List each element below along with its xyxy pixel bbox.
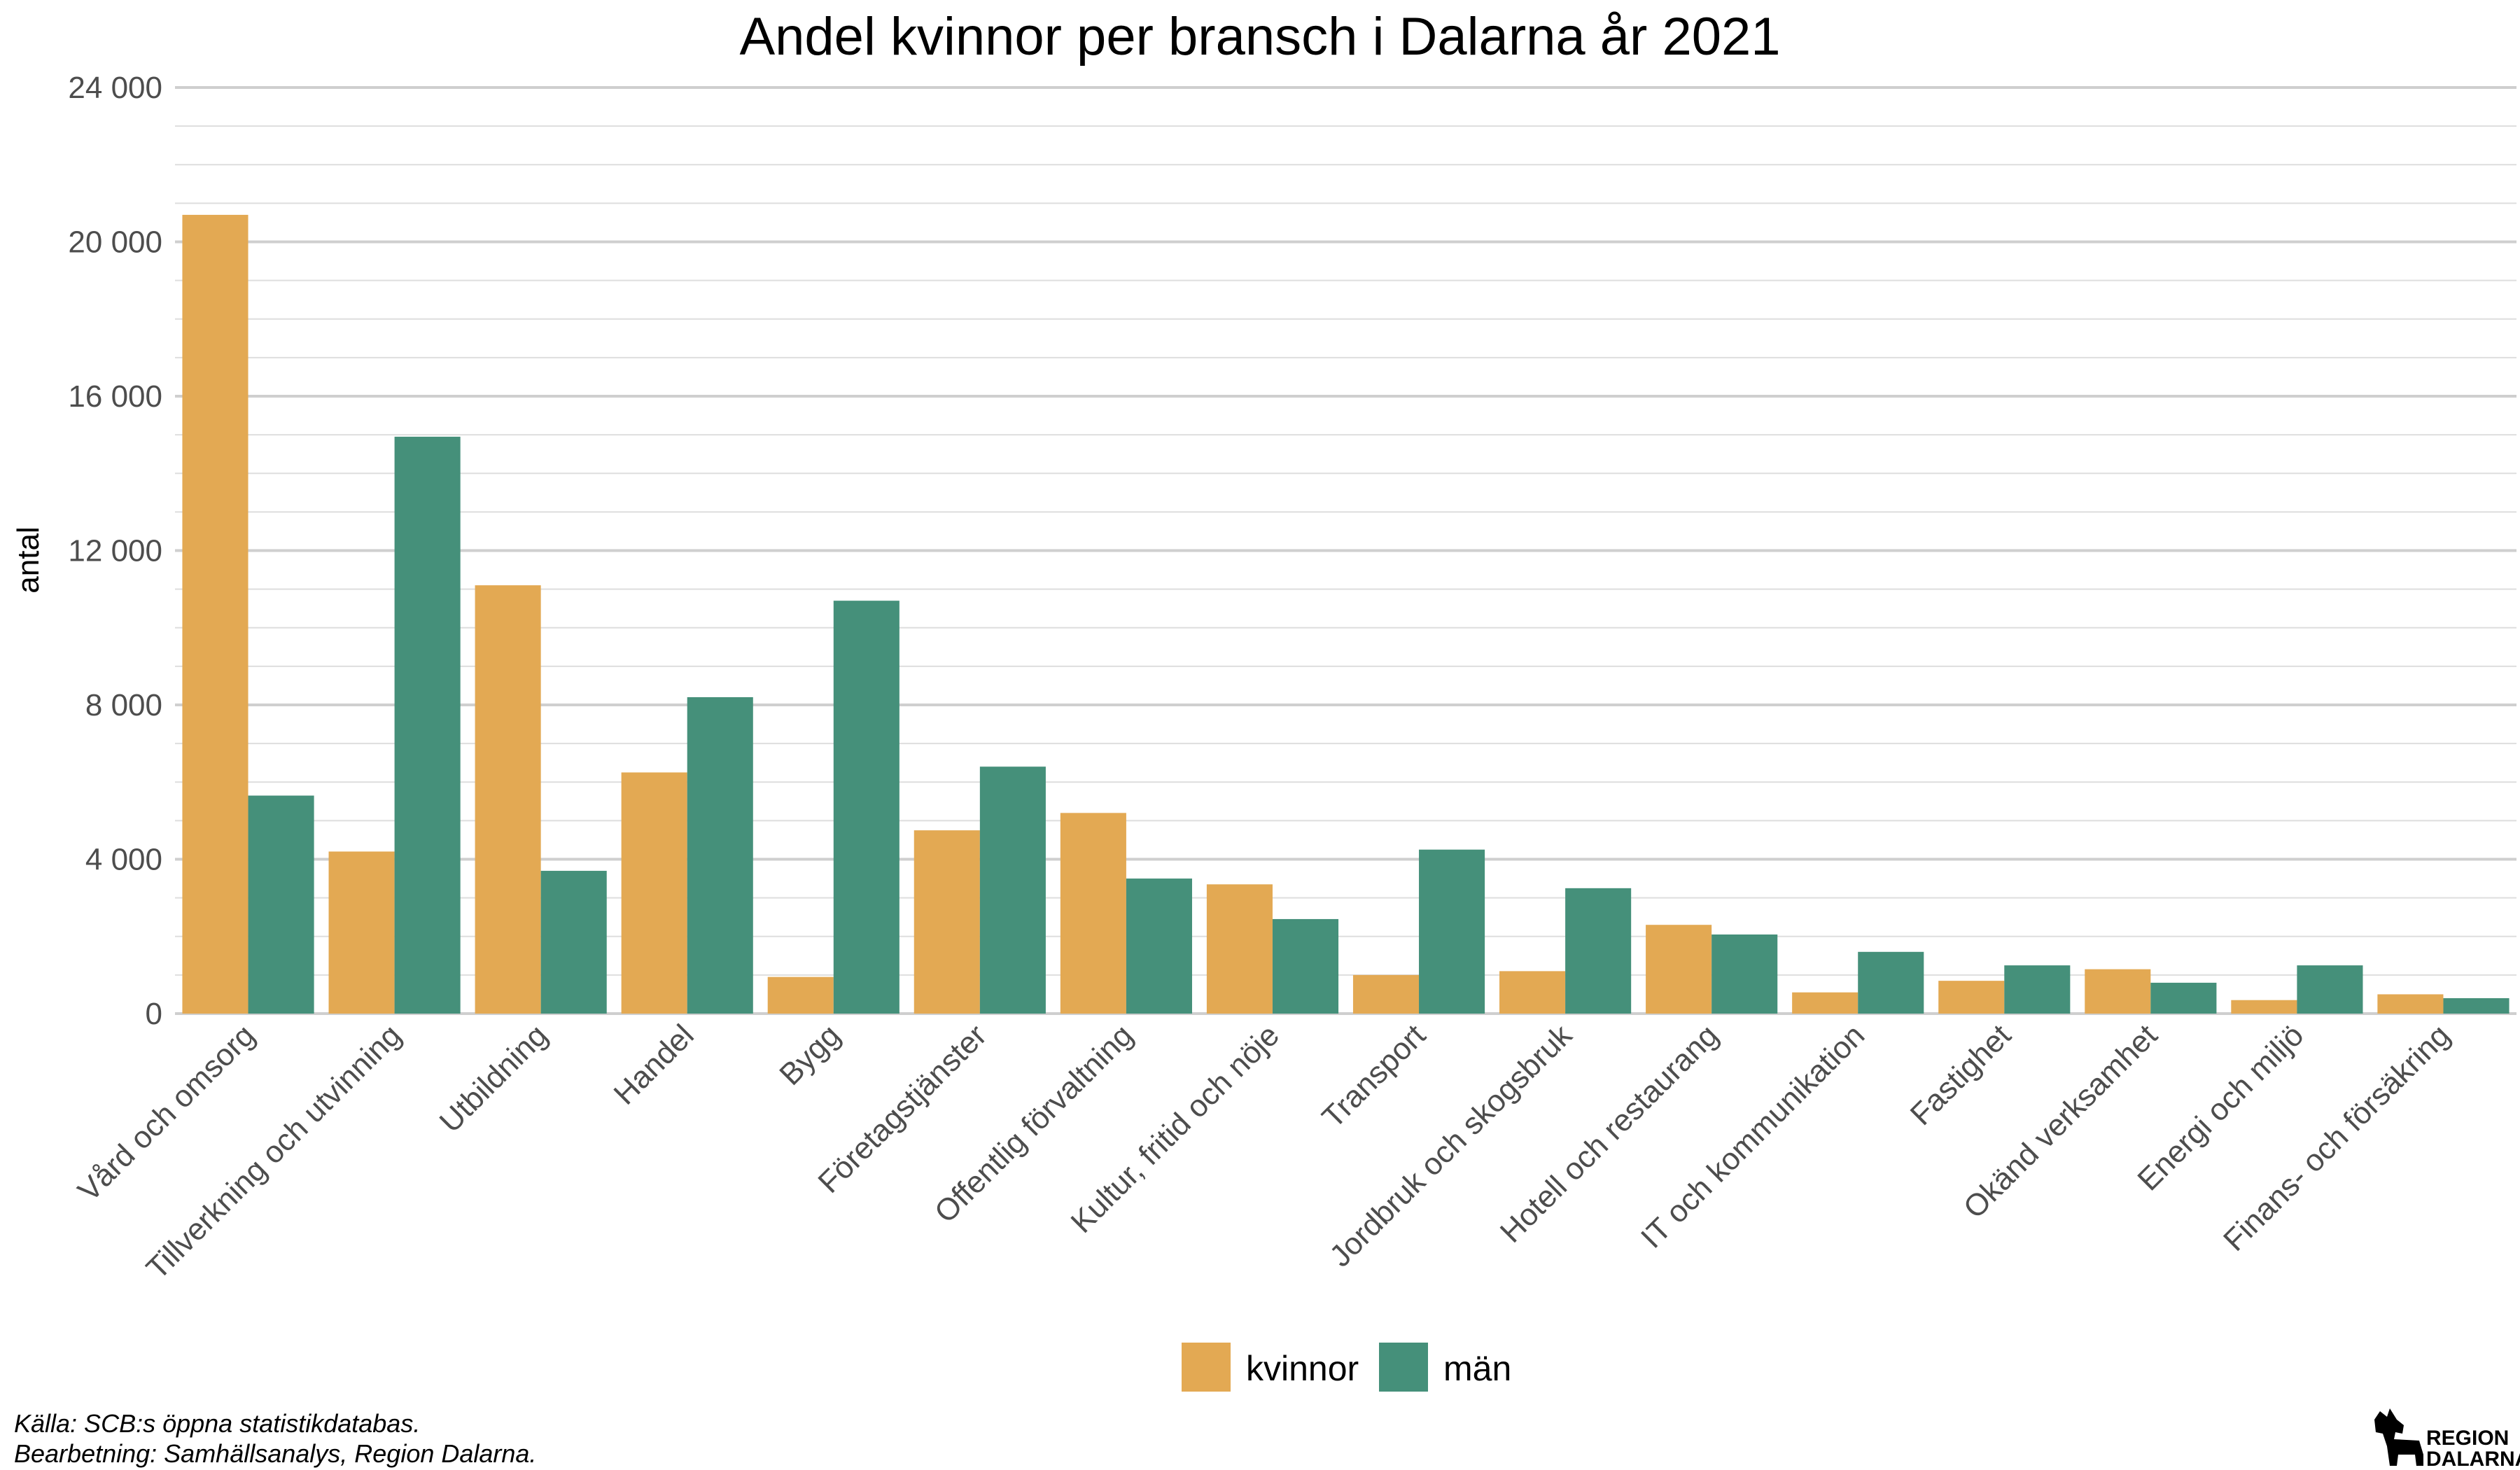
dala-horse-icon	[2374, 1408, 2423, 1466]
bar-kvinnor	[2085, 969, 2151, 1014]
bar-män	[833, 601, 899, 1014]
bar-kvinnor	[621, 772, 687, 1014]
bar-kvinnor	[913, 830, 980, 1014]
y-tick-label: 4 000	[85, 843, 162, 877]
bar-män	[687, 696, 753, 1014]
bar-män	[1272, 918, 1339, 1014]
legend-label: kvinnor	[1246, 1349, 1359, 1388]
gridlines	[175, 86, 2516, 1015]
y-axis-ticks: 0 4 000 8 000 12 000 16 000 20 000 24 000	[68, 71, 162, 1031]
legend-swatch-män	[1379, 1343, 1428, 1392]
bar-kvinnor	[2377, 994, 2444, 1014]
bar-kvinnor	[2231, 1000, 2297, 1014]
bar-män	[2297, 965, 2363, 1014]
logo-line2: DALARNA	[2426, 1448, 2520, 1470]
bar-män	[394, 436, 461, 1014]
legend-swatch-kvinnor	[1182, 1343, 1231, 1392]
bar-män	[248, 795, 314, 1014]
bar-kvinnor	[1646, 925, 1712, 1014]
bar-kvinnor	[1352, 974, 1420, 1014]
bar-män	[2443, 997, 2510, 1014]
bar-män	[540, 871, 607, 1014]
x-tick-label: Bygg	[773, 1018, 847, 1092]
x-tick-label: Transport	[1315, 1018, 1432, 1135]
bar-kvinnor	[1499, 971, 1566, 1014]
chart-title: Andel kvinnor per bransch i Dalarna år 2…	[739, 7, 1780, 66]
bar-män	[2150, 982, 2217, 1014]
bar-män	[1712, 934, 1778, 1014]
y-axis-title: antal	[11, 526, 46, 593]
x-tick-label: Jordbruk och skogsbruk	[1323, 1018, 1579, 1274]
bar-kvinnor	[328, 851, 395, 1014]
bar-kvinnor	[182, 214, 248, 1014]
source-caption: Källa: SCB:s öppna statistikdatabas.	[14, 1409, 420, 1438]
bar-män	[979, 766, 1046, 1014]
x-tick-label: Utbildning	[433, 1018, 554, 1139]
bar-män	[1565, 888, 1632, 1014]
bar-män	[1858, 951, 1924, 1014]
legend: kvinnor män	[1182, 1343, 1511, 1392]
bar-kvinnor	[1060, 813, 1126, 1014]
legend-label: män	[1443, 1349, 1511, 1388]
bar-män	[2004, 965, 2071, 1014]
bars	[182, 214, 2510, 1014]
y-tick-label: 24 000	[68, 71, 162, 105]
bar-kvinnor	[1792, 992, 1858, 1014]
bar-kvinnor	[475, 585, 541, 1014]
y-tick-label: 20 000	[68, 225, 162, 260]
y-tick-label: 8 000	[85, 688, 162, 722]
bar-män	[1126, 878, 1192, 1014]
logo-line1: REGION	[2426, 1427, 2509, 1450]
region-dalarna-logo: REGION DALARNA	[2374, 1408, 2520, 1470]
y-tick-label: 16 000	[68, 379, 162, 414]
x-tick-label: Handel	[608, 1018, 701, 1111]
x-tick-label: Tillverkning och utvinning	[140, 1018, 408, 1286]
y-tick-label: 12 000	[68, 534, 162, 568]
processing-caption: Bearbetning: Samhällsanalys, Region Dala…	[14, 1439, 536, 1468]
bar-kvinnor	[1938, 981, 2005, 1014]
x-tick-label: Fastighet	[1904, 1018, 2018, 1132]
y-tick-label: 0	[146, 997, 162, 1031]
bar-män	[1419, 849, 1485, 1014]
bar-kvinnor	[1206, 884, 1273, 1014]
bar-kvinnor	[767, 976, 834, 1014]
